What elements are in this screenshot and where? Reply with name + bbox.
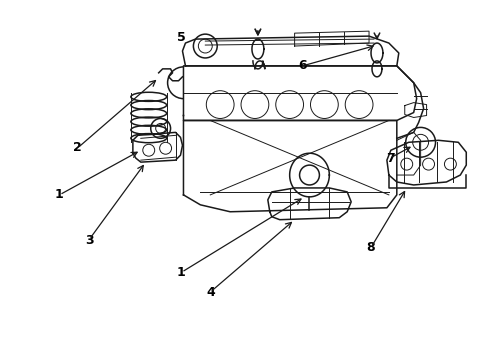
Text: 5: 5	[177, 31, 185, 44]
Text: 1: 1	[55, 188, 63, 201]
Text: 1: 1	[177, 266, 185, 279]
Text: 8: 8	[366, 241, 374, 255]
Text: 6: 6	[298, 59, 306, 72]
Text: 7: 7	[385, 152, 394, 165]
Text: 4: 4	[206, 286, 214, 299]
Text: 2: 2	[73, 141, 81, 154]
Text: 3: 3	[85, 234, 93, 247]
